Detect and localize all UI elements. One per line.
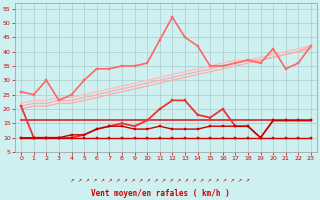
Text: Vent moyen/en rafales ( km/h ): Vent moyen/en rafales ( km/h ) — [91, 189, 229, 198]
Text: ↗  ↗  ↗  ↗  ↗  ↗  ↗  ↗  ↗  ↗  ↗  ↗  ↗  ↗  ↗  ↗  ↗  ↗  ↗  ↗  ↗  ↗  ↗  ↗: ↗ ↗ ↗ ↗ ↗ ↗ ↗ ↗ ↗ ↗ ↗ ↗ ↗ ↗ ↗ ↗ ↗ ↗ ↗ ↗ … — [70, 178, 250, 183]
